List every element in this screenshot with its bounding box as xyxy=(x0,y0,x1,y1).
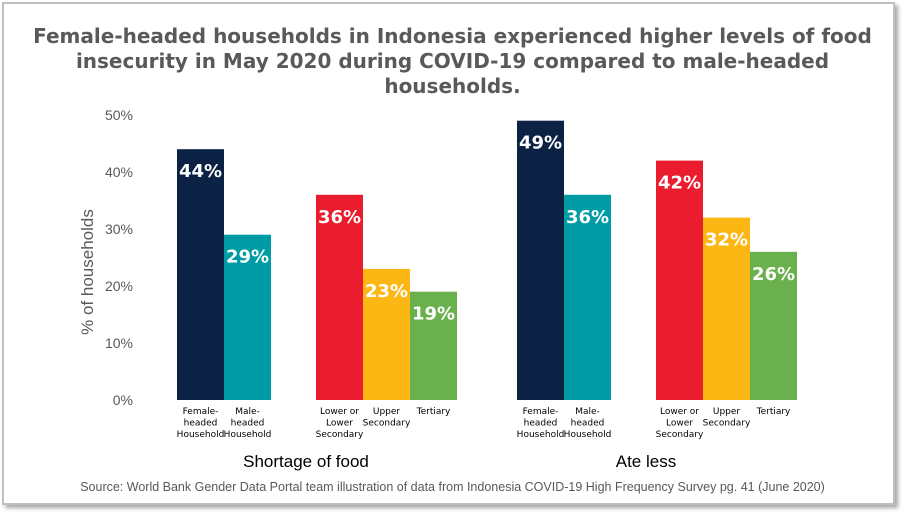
bar xyxy=(224,234,271,400)
category-label: Tertiary xyxy=(416,407,451,417)
category-label: Upper Secondary xyxy=(703,407,751,429)
bar-value-label: 36% xyxy=(566,207,609,228)
y-tick-label: 0% xyxy=(113,392,133,408)
y-axis: 0% 10% 20% 30% 40% 50% xyxy=(105,107,133,408)
chart-title: Female-headed households in Indonesia ex… xyxy=(33,24,872,98)
bar-value-label: 26% xyxy=(752,264,795,285)
y-tick-label: 30% xyxy=(105,221,133,237)
bar-value-label: 29% xyxy=(226,247,269,268)
bars: 44% Female-headed Household 29% Male-headed H… xyxy=(177,120,797,471)
bar xyxy=(564,194,611,400)
bar-value-label: 44% xyxy=(179,161,222,182)
bar-value-label: 23% xyxy=(365,281,408,302)
y-tick-label: 40% xyxy=(105,164,133,180)
bar-value-label: 42% xyxy=(658,173,701,194)
bar-value-label: 19% xyxy=(412,304,455,325)
group-label: Ate less xyxy=(616,452,676,471)
bar xyxy=(517,120,564,400)
y-tick-label: 50% xyxy=(105,107,133,123)
bar xyxy=(656,160,703,400)
bar xyxy=(703,217,750,400)
bar-value-label: 36% xyxy=(318,207,361,228)
category-label: Male-headed Household xyxy=(224,407,272,440)
y-axis-label: % of households xyxy=(78,209,97,335)
category-label: Female-headed Household xyxy=(517,407,565,440)
group-label: Shortage of food xyxy=(243,452,369,471)
bar xyxy=(363,268,410,400)
category-label: Male-headed Household xyxy=(564,407,612,440)
bar xyxy=(410,291,457,400)
y-tick-label: 20% xyxy=(105,278,133,294)
source-note: Source: World Bank Gender Data Portal te… xyxy=(80,480,825,494)
bar xyxy=(316,194,363,400)
category-label: Lower or Lower Secondary xyxy=(316,407,364,440)
bar-value-label: 49% xyxy=(519,133,562,154)
category-label: Female-headed Household xyxy=(177,407,225,440)
category-label: Lower or Lower Secondary xyxy=(656,407,704,440)
bar xyxy=(177,149,224,400)
category-label: Tertiary xyxy=(756,407,791,417)
category-label: Upper Secondary xyxy=(363,407,411,429)
y-tick-label: 10% xyxy=(105,335,133,351)
bar-value-label: 32% xyxy=(705,230,748,251)
bar xyxy=(750,251,797,400)
